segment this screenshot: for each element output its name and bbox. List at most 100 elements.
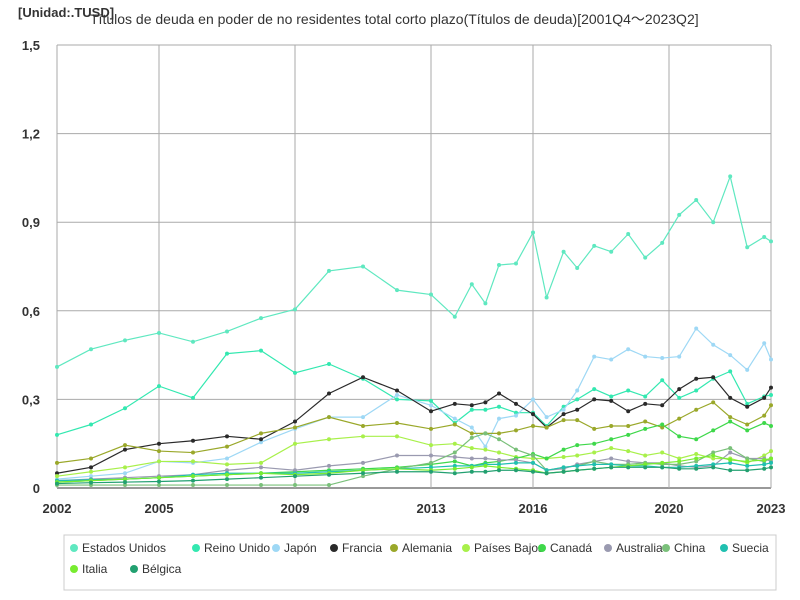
data-point xyxy=(497,263,501,268)
data-point xyxy=(694,388,699,393)
data-point xyxy=(514,261,518,266)
data-point xyxy=(575,388,580,393)
chart-title: Títulos de deuda en poder de no resident… xyxy=(90,11,699,27)
data-point xyxy=(157,384,161,389)
data-point xyxy=(361,423,365,428)
legend-label: Reino Unido xyxy=(204,541,270,555)
data-point xyxy=(469,465,474,470)
x-tick-label: 2002 xyxy=(43,501,72,516)
data-point xyxy=(561,465,566,470)
data-point xyxy=(429,443,433,448)
data-point xyxy=(191,395,195,400)
series-italia xyxy=(55,453,773,485)
data-point xyxy=(157,441,161,446)
data-point xyxy=(561,447,566,452)
data-point xyxy=(544,456,549,461)
series-bélgica xyxy=(55,465,773,486)
data-point xyxy=(694,326,699,331)
data-point xyxy=(429,409,433,414)
data-point xyxy=(609,394,614,399)
data-point xyxy=(769,465,773,470)
series-line xyxy=(56,435,772,477)
data-point xyxy=(762,234,767,239)
y-tick-label: 0 xyxy=(33,481,40,496)
data-point xyxy=(483,301,488,306)
data-point xyxy=(157,459,161,464)
data-point xyxy=(259,348,263,353)
data-point xyxy=(514,413,518,418)
series-line xyxy=(56,454,772,483)
data-point xyxy=(660,403,665,408)
data-point xyxy=(677,466,682,471)
legend-item: Australia xyxy=(604,541,663,555)
data-point xyxy=(157,483,161,488)
data-point xyxy=(429,426,433,431)
legend-label: Suecia xyxy=(732,541,769,555)
legend-label: Alemania xyxy=(402,541,452,555)
data-point xyxy=(514,447,518,452)
data-point xyxy=(575,468,580,473)
data-point xyxy=(677,212,682,217)
data-point xyxy=(575,265,580,270)
legend-marker xyxy=(720,544,728,552)
data-point xyxy=(728,415,733,420)
data-point xyxy=(592,243,597,248)
data-point xyxy=(259,440,263,445)
data-point xyxy=(293,441,297,446)
data-point xyxy=(452,454,457,459)
data-point xyxy=(643,426,648,431)
data-point xyxy=(531,423,535,428)
data-point xyxy=(531,460,535,465)
data-point xyxy=(497,391,501,396)
data-point xyxy=(728,353,733,358)
data-point xyxy=(327,415,331,420)
data-point xyxy=(191,483,195,488)
data-point xyxy=(711,400,716,405)
data-point xyxy=(762,466,767,471)
series-estados-unidos xyxy=(55,174,773,369)
data-point xyxy=(89,456,93,461)
data-point xyxy=(469,403,474,408)
data-point xyxy=(609,446,614,451)
data-point xyxy=(592,459,597,464)
data-point xyxy=(452,416,457,421)
data-point xyxy=(123,443,127,448)
data-point xyxy=(769,460,773,465)
data-point xyxy=(575,463,580,468)
data-point xyxy=(123,406,127,411)
data-point xyxy=(531,397,535,402)
data-point xyxy=(259,460,263,465)
data-point xyxy=(694,198,699,203)
legend-item: Canadá xyxy=(538,541,592,555)
data-point xyxy=(592,426,597,431)
legend-item: Japón xyxy=(272,541,317,555)
data-point xyxy=(123,483,127,488)
data-point xyxy=(769,385,773,390)
data-point xyxy=(609,465,614,470)
data-point xyxy=(452,471,457,476)
data-point xyxy=(745,367,750,372)
data-point xyxy=(89,469,93,474)
data-point xyxy=(592,397,597,402)
data-point xyxy=(677,462,682,467)
data-point xyxy=(469,446,474,451)
data-point xyxy=(293,474,297,479)
series-line xyxy=(56,401,772,464)
data-point xyxy=(575,407,580,412)
data-point xyxy=(694,437,699,442)
data-point xyxy=(660,460,665,465)
data-point xyxy=(293,419,297,424)
data-point xyxy=(592,450,597,455)
data-point xyxy=(259,475,263,480)
data-point xyxy=(483,463,488,468)
data-point xyxy=(544,415,549,420)
data-point xyxy=(728,460,733,465)
series-line xyxy=(56,350,772,436)
data-point xyxy=(293,425,297,430)
data-point xyxy=(626,465,631,470)
data-point xyxy=(694,466,699,471)
data-point xyxy=(769,423,773,428)
data-point xyxy=(259,316,263,321)
data-point xyxy=(592,466,597,471)
data-point xyxy=(123,480,127,485)
